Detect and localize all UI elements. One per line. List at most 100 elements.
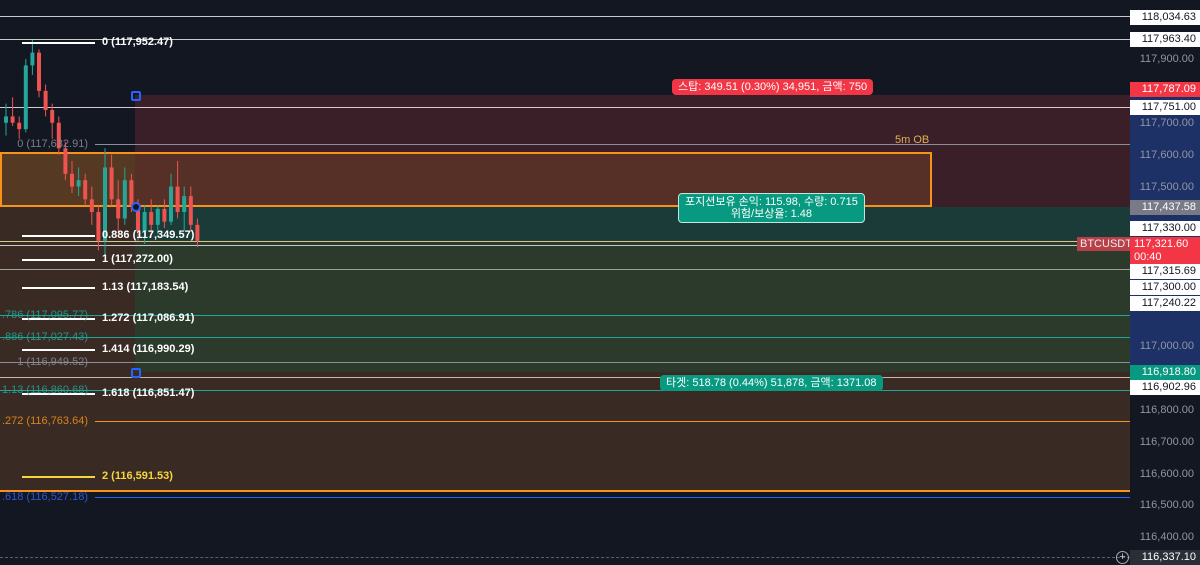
price-badge: 116,337.10 bbox=[1130, 550, 1200, 565]
candle bbox=[17, 122, 22, 130]
candle bbox=[63, 148, 68, 174]
position-handle-bottom[interactable] bbox=[131, 368, 141, 378]
fib-level-label: 0 (117,952.47) bbox=[102, 36, 173, 49]
price-tick: 116,700.00 bbox=[1139, 435, 1194, 448]
price-badge: 116,902.96 bbox=[1130, 380, 1200, 395]
fib-level-line[interactable] bbox=[22, 349, 95, 352]
candle bbox=[4, 116, 8, 123]
candle bbox=[76, 180, 81, 187]
horizontal-line[interactable] bbox=[0, 376, 1130, 378]
fib-level-label-secondary: 1 (116,949.52) bbox=[17, 356, 88, 369]
price-badge: 117,315.69 bbox=[1130, 264, 1200, 279]
price-badge-value: 116,337.10 bbox=[1141, 551, 1196, 563]
price-tick: 117,900.00 bbox=[1139, 53, 1194, 65]
price-tick: 116,500.00 bbox=[1139, 499, 1194, 512]
price-badge: 116,918.80 bbox=[1130, 365, 1200, 380]
fib-level-label: 1.13 (117,183.54) bbox=[102, 281, 189, 294]
fib-level-line[interactable] bbox=[22, 234, 95, 237]
candle bbox=[155, 208, 160, 225]
price-badge-value: 118,034.63 bbox=[1141, 11, 1196, 23]
fib-zone-brown bbox=[0, 152, 135, 490]
fib-level-line[interactable] bbox=[22, 259, 95, 262]
fib-level-label-secondary: .272 (116,763.64) bbox=[1, 415, 88, 428]
candle bbox=[149, 212, 154, 225]
position-handle-entry[interactable] bbox=[131, 202, 141, 212]
risk-reward: 위험/보상율: 1.48 bbox=[730, 208, 812, 220]
candle bbox=[169, 186, 173, 222]
price-tick: 116,800.00 bbox=[1139, 403, 1194, 416]
fib-level-label-secondary: .618 (116,527.18) bbox=[1, 490, 88, 503]
candle bbox=[109, 167, 114, 200]
candle bbox=[56, 122, 61, 149]
fib-level-line[interactable] bbox=[22, 476, 95, 479]
price-tick: 117,500.00 bbox=[1139, 180, 1194, 193]
price-badge-value: 116,918.80 bbox=[1141, 366, 1196, 378]
price-badge-value: 117,437.58 bbox=[1141, 201, 1196, 213]
price-badge-value: 117,300.00 bbox=[1141, 281, 1196, 293]
candle bbox=[122, 180, 127, 219]
candle bbox=[103, 167, 107, 241]
candle bbox=[129, 180, 134, 206]
bottom-dashed-line bbox=[0, 557, 1130, 558]
horizontal-line[interactable] bbox=[0, 38, 1130, 40]
candle bbox=[10, 116, 15, 123]
price-tick: 116,400.00 bbox=[1139, 531, 1194, 544]
price-badge-value: 117,330.00 bbox=[1141, 222, 1196, 234]
stop-label: 스탑: 349.51 (0.30%) 34,951, 금액: 750 bbox=[672, 79, 874, 95]
horizontal-line[interactable] bbox=[0, 106, 1130, 108]
horizontal-line[interactable] bbox=[0, 489, 1130, 492]
price-badge-value: 117,787.09 bbox=[1141, 83, 1196, 95]
horizontal-line[interactable] bbox=[0, 337, 1130, 339]
candle bbox=[30, 52, 35, 66]
horizontal-line[interactable] bbox=[95, 421, 1130, 423]
symbol-tag: BTCUSDT bbox=[1077, 237, 1130, 251]
stop-zone[interactable] bbox=[135, 95, 1130, 207]
fib-level-line[interactable] bbox=[22, 393, 95, 396]
horizontal-line[interactable] bbox=[0, 315, 1130, 317]
price-badge-value: 117,240.22 bbox=[1141, 297, 1196, 309]
price-tick: 117,700.00 bbox=[1139, 116, 1194, 129]
horizontal-line[interactable] bbox=[0, 240, 1130, 242]
price-badge: 117,437.58 bbox=[1130, 200, 1200, 215]
candle bbox=[50, 110, 55, 123]
price-badge-value: 116,902.96 bbox=[1141, 381, 1196, 393]
candle bbox=[175, 186, 180, 213]
horizontal-line[interactable] bbox=[0, 362, 1130, 364]
position-label: 포지션보유 손익: 115.98, 수량: 0.715 위험/보상율: 1.48 bbox=[678, 193, 865, 223]
horizontal-line[interactable] bbox=[95, 496, 1130, 498]
candle bbox=[43, 90, 48, 111]
price-badge: 117,787.09 bbox=[1130, 82, 1200, 97]
horizontal-line[interactable] bbox=[0, 390, 1130, 392]
price-badge: 117,963.40 bbox=[1130, 32, 1200, 47]
price-badge-value: 117,321.60 bbox=[1134, 238, 1189, 250]
price-badge-value: 117,963.40 bbox=[1141, 33, 1196, 45]
candle bbox=[162, 208, 167, 222]
price-badge-value: 117,315.69 bbox=[1141, 265, 1196, 277]
fib-level-line[interactable] bbox=[22, 42, 95, 45]
candle bbox=[142, 212, 147, 232]
position-handle-top[interactable] bbox=[131, 91, 141, 101]
fib-zone-olive bbox=[135, 240, 1130, 372]
candle bbox=[136, 205, 140, 232]
horizontal-line[interactable] bbox=[95, 144, 1130, 146]
candle-series bbox=[4, 39, 200, 257]
fib-level-label: 0.886 (117,349.57) bbox=[102, 228, 195, 241]
order-block-label: 5m OB bbox=[895, 134, 930, 146]
price-axis[interactable]: 117,900.00 117,700.00 117,600.00 117,500.00… bbox=[1116, 0, 1200, 565]
fib-level-label: 1.618 (116,851.47) bbox=[102, 387, 195, 400]
candle bbox=[116, 199, 121, 219]
add-alert-icon[interactable]: + bbox=[1116, 551, 1129, 564]
horizontal-line[interactable] bbox=[0, 245, 1130, 247]
fib-level-line[interactable] bbox=[22, 318, 95, 321]
price-chart[interactable]: 5m OB 0 (117,952.47) 0.886 (117,349.57) 1 … bbox=[0, 0, 1130, 564]
candle bbox=[70, 173, 74, 187]
fib-level-label-secondary: 1.13 (116,860.68) bbox=[1, 384, 88, 397]
horizontal-line[interactable] bbox=[0, 269, 1130, 271]
horizontal-line[interactable] bbox=[0, 16, 1130, 18]
candle bbox=[83, 180, 88, 200]
price-badge: 117,330.00 bbox=[1130, 221, 1200, 236]
price-badge: 117,240.22 bbox=[1130, 296, 1200, 311]
fib-level-line[interactable] bbox=[22, 287, 95, 290]
price-badge: 118,034.63 bbox=[1130, 10, 1200, 25]
candle bbox=[89, 199, 94, 213]
